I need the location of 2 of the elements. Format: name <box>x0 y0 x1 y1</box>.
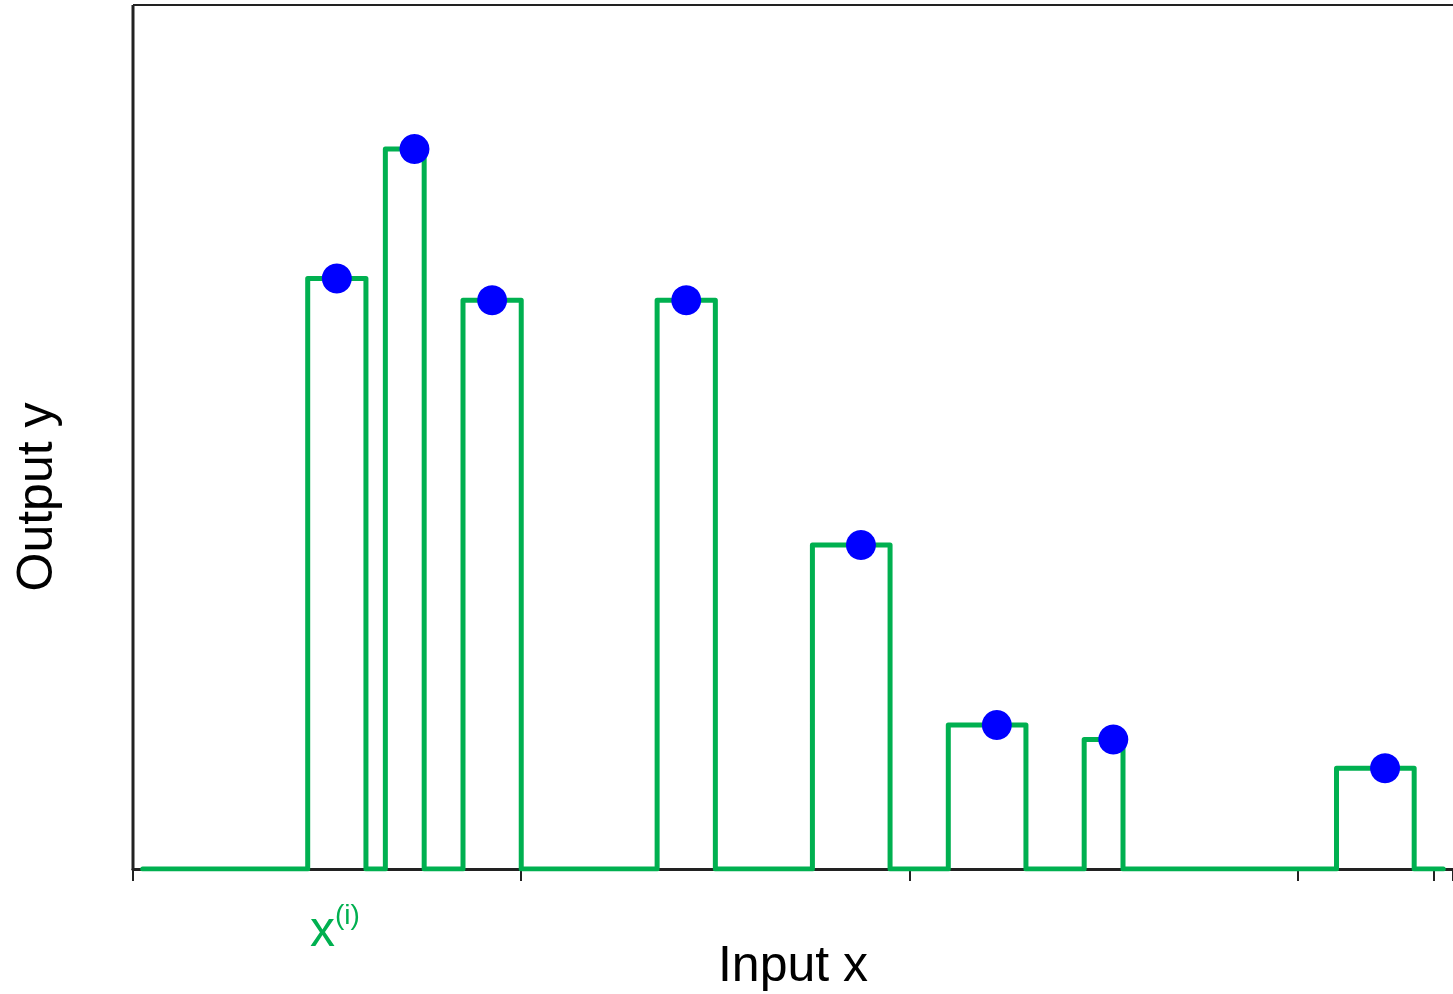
y-axis-title: Output y <box>7 402 63 592</box>
x-axis-title: Input x <box>717 936 869 992</box>
